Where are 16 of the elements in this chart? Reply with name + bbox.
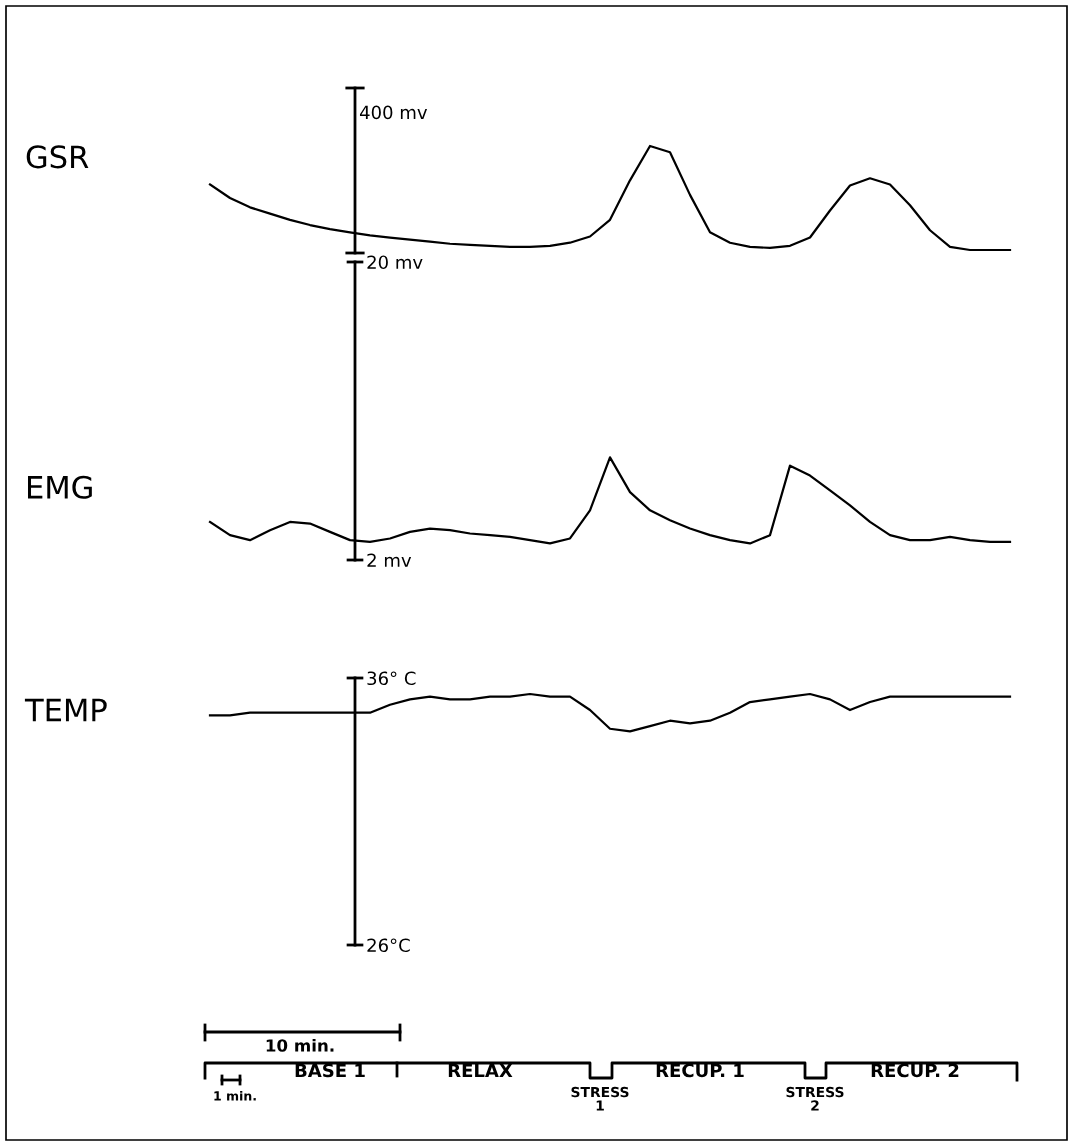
text: 400 mv xyxy=(359,105,428,120)
y-axis-title: EMG xyxy=(28,475,92,499)
text: BASE 1 xyxy=(295,1063,365,1078)
text: 10 min. xyxy=(266,1038,334,1052)
y-axis-title: GSR xyxy=(26,145,89,169)
text: RECUP. 1 xyxy=(656,1063,744,1078)
text: STRESS 1 xyxy=(571,1086,629,1111)
text: 1 min. xyxy=(214,1090,256,1101)
y-tick-label: 26°C xyxy=(367,938,410,953)
y-tick-label: 20 mv xyxy=(367,255,423,270)
text: STRESS 2 xyxy=(786,1086,844,1111)
y-tick-label: 36° C xyxy=(367,671,416,686)
text: RELAX xyxy=(448,1063,513,1077)
y-axis-title: TEMP xyxy=(24,698,107,722)
text: RECUP. 2 xyxy=(871,1063,959,1078)
y-tick-label: 2 mv xyxy=(367,553,412,567)
